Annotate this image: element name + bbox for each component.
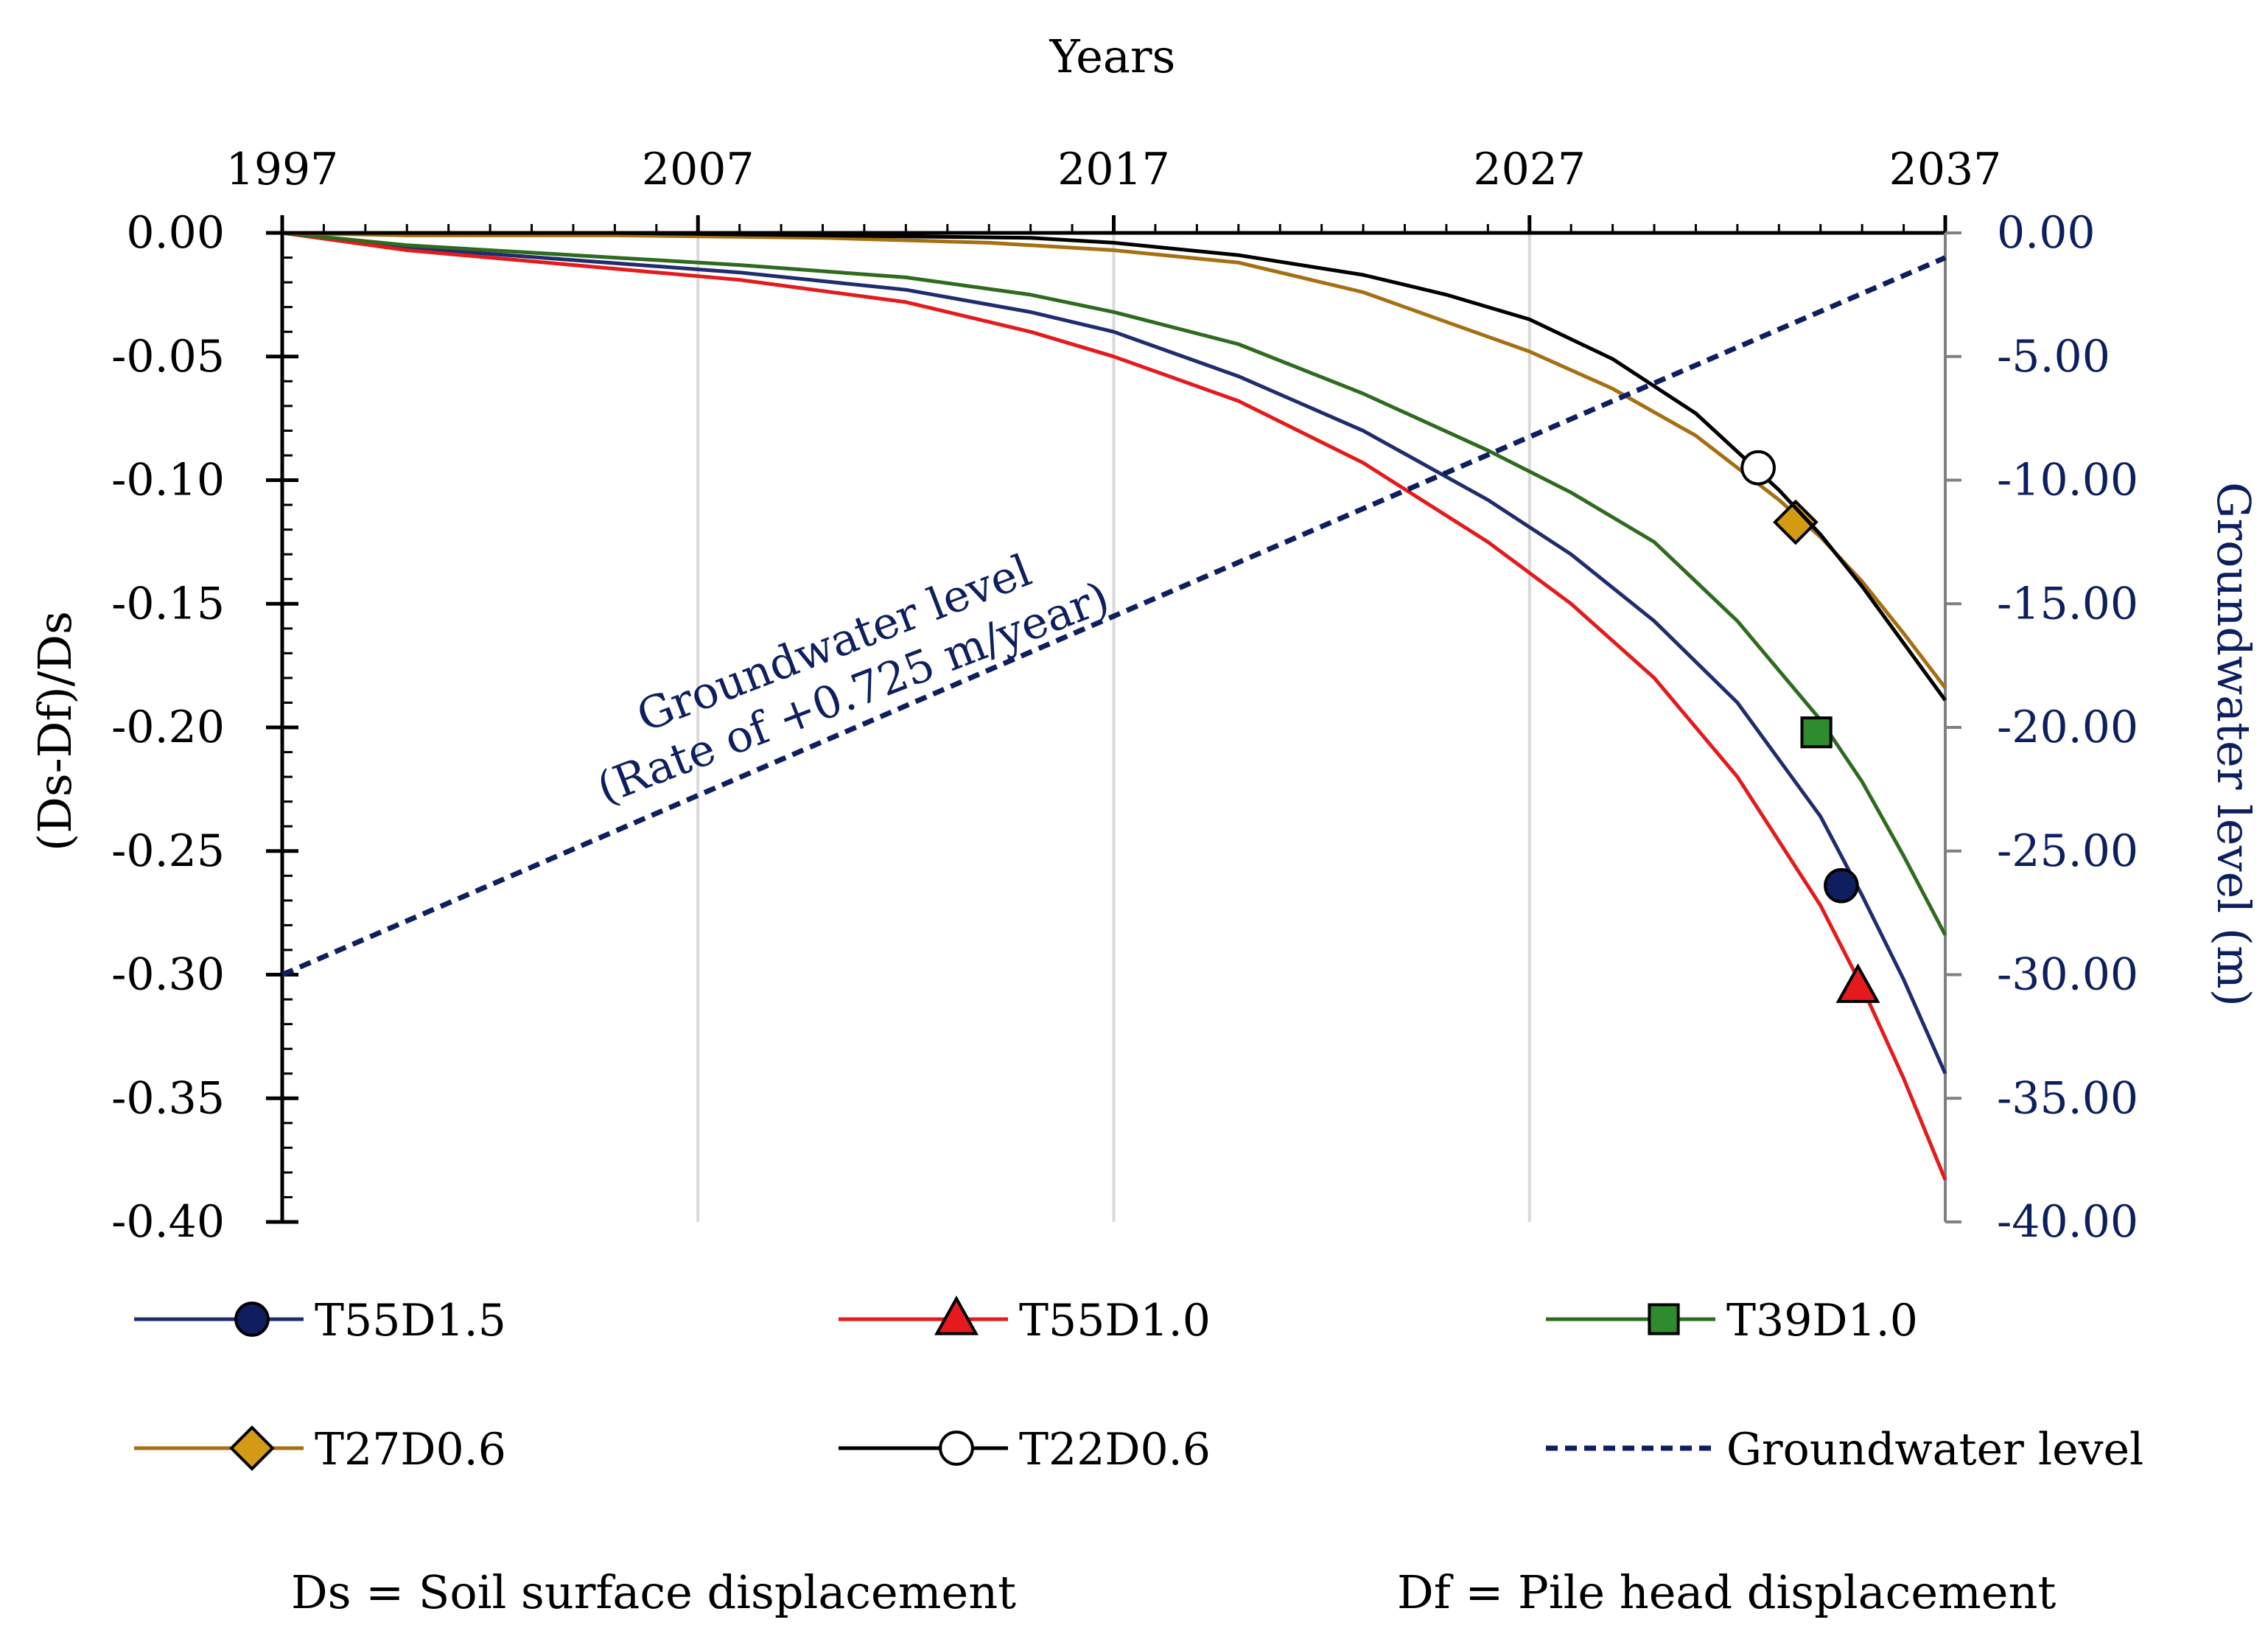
legend-label-t27d0-6: T27D0.6 xyxy=(315,1424,506,1475)
x-tick-label: 2037 xyxy=(1889,144,2002,195)
groundwater-annotation: Groundwater level (Rate of +0.725 m/year… xyxy=(590,545,1116,814)
series-marker-t55d1-5 xyxy=(1824,867,1859,904)
legend-marker-t39d1-0 xyxy=(1648,1303,1680,1335)
y-left-tick-label: -0.05 xyxy=(111,331,225,382)
legend-item-t55d1-0: T55D1.0 xyxy=(839,1295,1211,1346)
y-left-tick-label: -0.40 xyxy=(111,1196,225,1248)
legend-item-t22d0-6: T22D0.6 xyxy=(839,1424,1211,1475)
series-layer xyxy=(281,231,1947,1181)
legend: T55D1.5 T55D1.0 T39D1.0 T27D0.6 T22D0.6 Groun… xyxy=(134,1295,2143,1475)
y-right-tick-label: -30.00 xyxy=(1997,949,2138,1001)
note-ds: Ds = Soil surface displacement xyxy=(291,1565,1016,1619)
y-left-tick-label: -0.30 xyxy=(111,949,225,1001)
series-marker-t27d0-6 xyxy=(1773,499,1819,545)
y-right-tick-label: -20.00 xyxy=(1997,702,2138,753)
series-line-t39d1-0 xyxy=(281,231,1947,936)
x-tick-label: 2027 xyxy=(1473,144,1586,195)
legend-marker-t55d1-0 xyxy=(934,1295,979,1335)
x-tick-label: 2017 xyxy=(1057,144,1170,195)
y-left-tick-label: -0.20 xyxy=(111,702,225,753)
y-right-tick-label: -25.00 xyxy=(1997,825,2138,877)
y-left-tick-label: 0.00 xyxy=(126,207,225,259)
y-left-tick-label: -0.35 xyxy=(111,1072,225,1124)
y-right-tick-label: -15.00 xyxy=(1997,578,2138,629)
series-line-t55d1-0 xyxy=(281,231,1947,1181)
legend-item-groundwater-level: Groundwater level xyxy=(1546,1424,2143,1475)
y-axis-title-right: Groundwater level (m) xyxy=(2207,482,2261,1007)
legend-label-t22d0-6: T22D0.6 xyxy=(1019,1424,1211,1475)
series-marker-t39d1-0 xyxy=(1800,716,1833,749)
series-line-t22d0-6 xyxy=(282,231,1947,702)
legend-item-t27d0-6: T27D0.6 xyxy=(134,1424,506,1475)
x-tick-label: 2007 xyxy=(642,144,755,195)
series-line-t55d1-5 xyxy=(281,231,1947,1075)
note-df: Df = Pile head displacement xyxy=(1397,1565,2056,1619)
y-right-tick-label: -5.00 xyxy=(1997,331,2110,382)
legend-label-t55d1-0: T55D1.0 xyxy=(1019,1295,1211,1346)
legend-label-t39d1-0: T39D1.0 xyxy=(1726,1295,1918,1346)
y-left-tick-label: -0.25 xyxy=(111,825,225,877)
x-tick-label: 1997 xyxy=(226,144,339,195)
y-right-tick-label: -40.00 xyxy=(1997,1196,2138,1248)
legend-label-t55d1-5: T55D1.5 xyxy=(315,1295,506,1346)
legend-marker-t27d0-6 xyxy=(229,1425,275,1471)
tick-labels: 1997 2007 2017 2027 2037 0.00 -0.05 -0.10 -0.15 -… xyxy=(111,144,2138,1248)
legend-item-t55d1-5: T55D1.5 xyxy=(134,1295,506,1346)
y-right-tick-label: 0.00 xyxy=(1997,207,2096,259)
y-left-tick-label: -0.15 xyxy=(111,578,225,629)
x-axis-title: Years xyxy=(1049,29,1176,83)
legend-label-groundwater-level: Groundwater level xyxy=(1726,1424,2143,1475)
y-right-tick-label: -35.00 xyxy=(1997,1072,2138,1124)
y-axis-title-left: (Ds-Df)/Ds xyxy=(28,611,82,851)
legend-item-t39d1-0: T39D1.0 xyxy=(1546,1295,1918,1346)
legend-marker-t22d0-6 xyxy=(939,1430,974,1466)
legend-marker-t55d1-5 xyxy=(234,1302,270,1337)
y-left-tick-label: -0.10 xyxy=(111,455,225,506)
series-line-groundwater-level xyxy=(281,255,1947,977)
y-right-tick-label: -10.00 xyxy=(1997,455,2138,506)
series-marker-t22d0-6 xyxy=(1740,450,1776,486)
series-marker-t55d1-0 xyxy=(1835,963,1880,1003)
